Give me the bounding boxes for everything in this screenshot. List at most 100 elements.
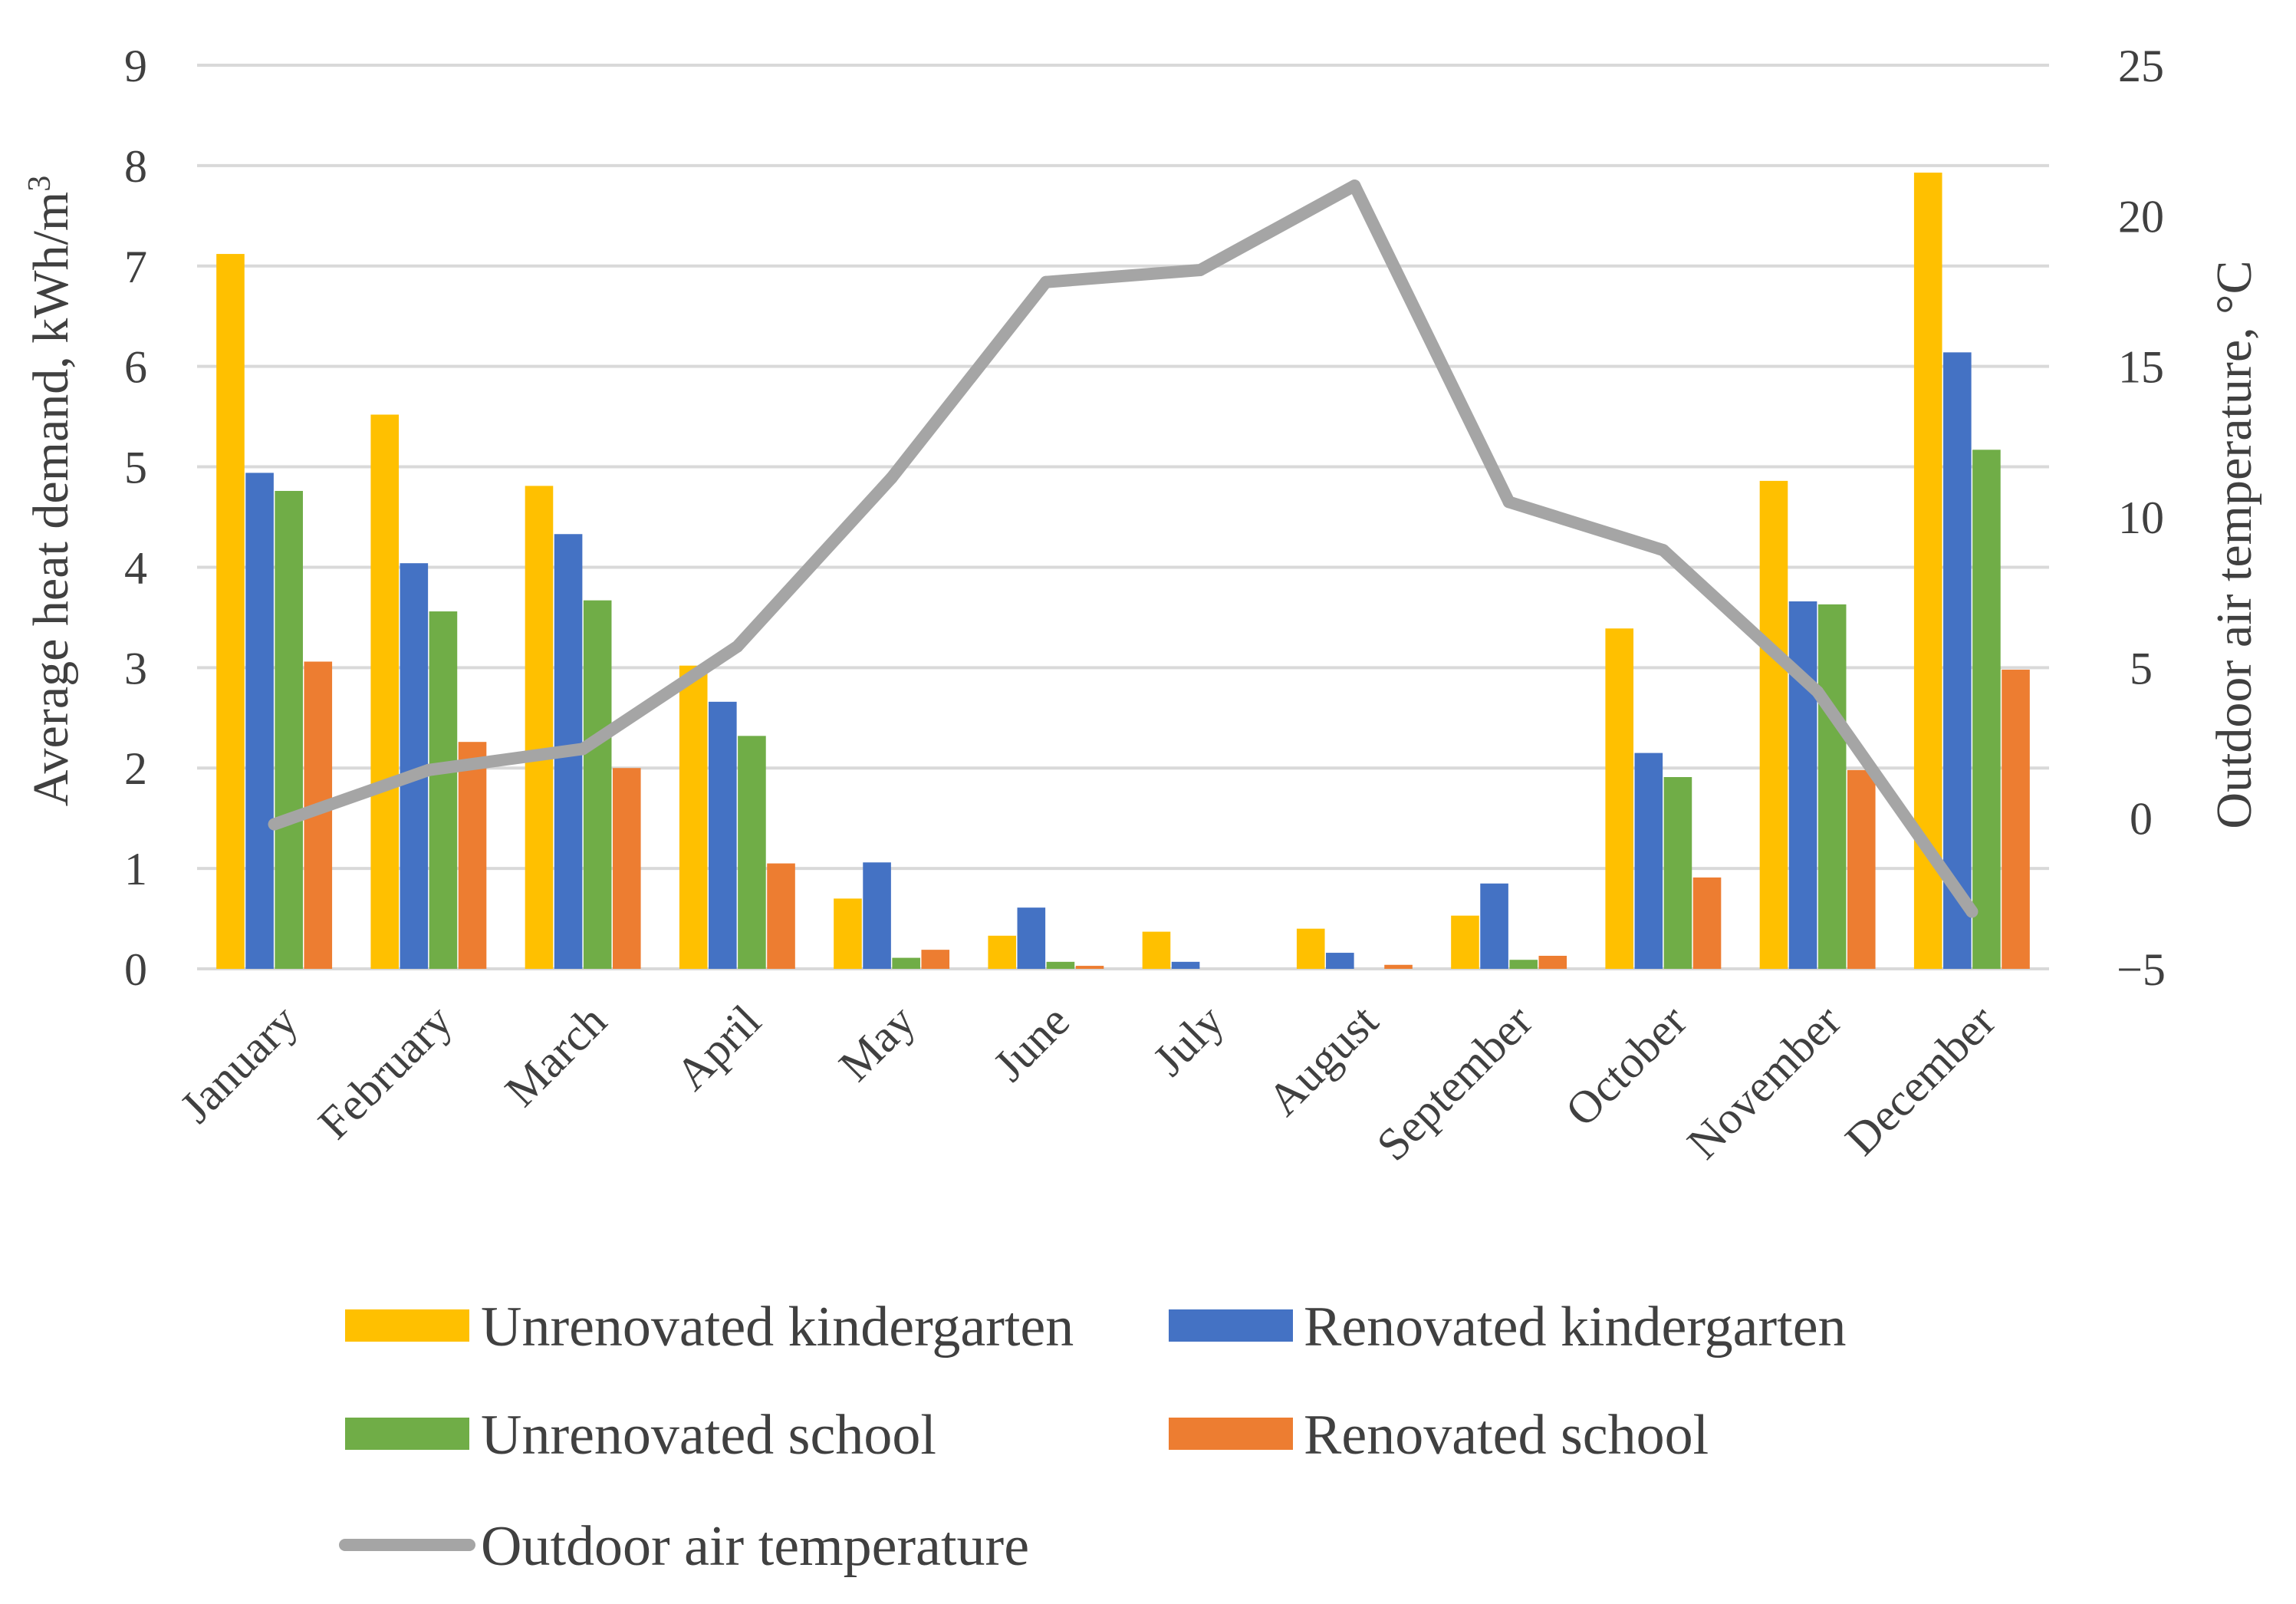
legend: Unrenovated kindergarten Renovated kinde… (339, 1296, 1847, 1578)
legend-swatch-renovated-school (1169, 1418, 1293, 1450)
x-tick-label-november: November (1678, 996, 1851, 1169)
temperature-point-february (422, 763, 435, 776)
temperature-point-november (1811, 685, 1824, 698)
bar-renovated-kindergarten-december (1943, 352, 1972, 969)
right-axis-title: Outdoor air temperature, °C (2206, 260, 2262, 828)
y2-tick-label: 5 (2130, 643, 2153, 693)
bar-unrenovated-school-december (1972, 450, 2001, 969)
y-tick-label: 4 (124, 542, 147, 593)
bar-series (216, 173, 2030, 969)
x-tick-label-july: July (1143, 996, 1233, 1085)
right-axis-ticks: −5 0 5 10 15 20 25 (2117, 41, 2166, 995)
bar-renovated-kindergarten-september (1480, 883, 1508, 969)
y2-tick-label: −5 (2117, 944, 2166, 995)
y-tick-label: 7 (124, 242, 147, 292)
x-tick-label-may: May (829, 996, 924, 1091)
x-axis-ticks: January February March April May June July Augu… (170, 995, 2005, 1170)
bar-unrenovated-school-october (1663, 777, 1692, 969)
bar-renovated-school-december (2002, 669, 2030, 969)
y-tick-label: 5 (124, 443, 147, 493)
legend-swatch-unrenovated-kindergarten (345, 1309, 469, 1342)
y2-tick-label: 25 (2118, 41, 2164, 91)
legend-swatch-renovated-kindergarten (1169, 1309, 1293, 1342)
bar-renovated-kindergarten-june (1017, 907, 1046, 969)
bar-unrenovated-kindergarten-march (525, 486, 554, 969)
legend-swatch-unrenovated-school (345, 1418, 469, 1450)
bar-unrenovated-kindergarten-january (216, 254, 245, 969)
bar-unrenovated-school-april (738, 736, 766, 969)
x-tick-label-january: January (170, 996, 308, 1133)
y-tick-label: 9 (124, 41, 147, 91)
bar-renovated-school-may (921, 950, 950, 969)
y-tick-label: 0 (124, 944, 147, 995)
bar-renovated-kindergarten-november (1788, 601, 1817, 969)
bar-unrenovated-school-march (583, 600, 612, 969)
legend-label-renovated-kindergarten: Renovated kindergarten (1304, 1296, 1847, 1359)
left-axis-title: Average heat demand, kWh/m3 (22, 176, 79, 806)
legend-label-unrenovated-school: Unrenovated school (481, 1404, 936, 1467)
x-tick-label-june: June (984, 996, 1079, 1091)
temperature-point-october (1656, 544, 1669, 557)
legend-item-renovated-kindergarten[interactable]: Renovated kindergarten (1169, 1296, 1847, 1359)
bar-unrenovated-kindergarten-august (1296, 928, 1325, 969)
x-tick-label-april: April (666, 996, 770, 1100)
bar-renovated-school-june (1075, 966, 1104, 969)
temperature-line (268, 180, 1979, 918)
temperature-point-july (1194, 264, 1207, 277)
x-tick-label-october: October (1556, 996, 1696, 1136)
bar-unrenovated-school-september (1509, 960, 1538, 969)
bar-renovated-school-march (612, 768, 641, 969)
legend-label-unrenovated-kindergarten: Unrenovated kindergarten (481, 1296, 1074, 1359)
y-tick-label: 8 (124, 141, 147, 192)
temperature-point-january (268, 818, 281, 831)
temperature-point-september (1502, 496, 1515, 509)
temperature-point-december (1965, 905, 1979, 918)
left-axis-ticks: 0 1 2 3 4 5 6 7 8 9 (124, 41, 147, 995)
y-tick-label: 6 (124, 342, 147, 393)
bar-unrenovated-school-june (1046, 961, 1075, 969)
x-tick-label-august: August (1258, 995, 1387, 1125)
bar-renovated-school-november (1847, 769, 1876, 969)
y2-tick-label: 0 (2130, 794, 2153, 845)
bar-unrenovated-kindergarten-april (679, 665, 708, 969)
bar-unrenovated-kindergarten-july (1142, 931, 1171, 969)
bar-unrenovated-school-january (275, 490, 303, 969)
legend-item-unrenovated-kindergarten[interactable]: Unrenovated kindergarten (345, 1296, 1074, 1359)
x-tick-label-february: February (308, 996, 462, 1149)
temperature-point-august (1348, 180, 1361, 193)
x-tick-label-march: March (495, 996, 616, 1116)
gridlines (197, 64, 2049, 970)
temperature-point-april (731, 640, 744, 653)
y-tick-label: 2 (124, 743, 147, 794)
bar-unrenovated-kindergarten-february (370, 414, 400, 969)
legend-item-unrenovated-school[interactable]: Unrenovated school (345, 1404, 936, 1467)
bar-renovated-school-october (1692, 877, 1722, 969)
bar-renovated-kindergarten-august (1326, 953, 1354, 969)
bar-renovated-kindergarten-january (245, 473, 274, 969)
bar-unrenovated-kindergarten-november (1759, 480, 1788, 969)
y-tick-label: 3 (124, 643, 147, 693)
y2-tick-label: 20 (2118, 191, 2164, 242)
temperature-line-path (268, 180, 1979, 918)
bar-renovated-kindergarten-may (863, 862, 891, 969)
y2-tick-label: 10 (2118, 492, 2164, 543)
bar-renovated-kindergarten-april (709, 701, 737, 969)
bar-unrenovated-school-february (429, 611, 458, 969)
temperature-point-may (885, 471, 898, 484)
bar-unrenovated-school-november (1817, 604, 1847, 969)
temperature-point-june (1039, 275, 1052, 288)
bar-renovated-school-september (1538, 955, 1567, 969)
bar-renovated-kindergarten-july (1171, 961, 1200, 969)
temperature-point-march (577, 743, 590, 756)
legend-item-renovated-school[interactable]: Renovated school (1169, 1404, 1709, 1467)
bar-renovated-school-april (767, 863, 795, 969)
bar-unrenovated-kindergarten-september (1451, 915, 1479, 969)
bar-unrenovated-kindergarten-june (988, 935, 1017, 969)
bar-renovated-kindergarten-october (1634, 753, 1663, 969)
x-tick-label-september: September (1367, 996, 1542, 1171)
y-tick-label: 1 (124, 844, 147, 894)
legend-label-outdoor-air-temperature: Outdoor air temperature (481, 1515, 1029, 1578)
legend-item-outdoor-air-temperature[interactable]: Outdoor air temperature (339, 1515, 1029, 1578)
bar-renovated-school-august (1384, 964, 1413, 969)
